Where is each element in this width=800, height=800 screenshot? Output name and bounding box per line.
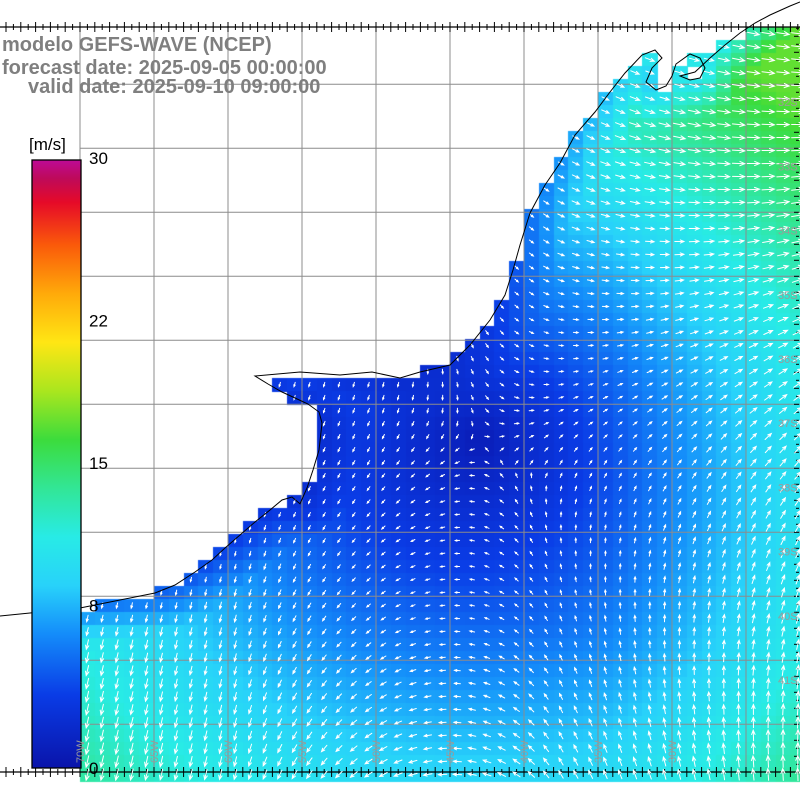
svg-text:65W: 65W bbox=[149, 740, 161, 763]
svg-text:modelo GEFS-WAVE (NCEP): modelo GEFS-WAVE (NCEP) bbox=[2, 34, 272, 56]
svg-text:30: 30 bbox=[89, 149, 108, 168]
svg-text:[m/s]: [m/s] bbox=[29, 135, 66, 154]
svg-text:45W: 45W bbox=[445, 740, 457, 763]
svg-text:22: 22 bbox=[89, 312, 108, 331]
svg-text:valid date: 2025-09-10 09:00:0: valid date: 2025-09-10 09:00:00 bbox=[28, 76, 320, 98]
svg-text:55W: 55W bbox=[297, 740, 309, 763]
svg-text:15: 15 bbox=[89, 454, 108, 473]
svg-text:39S: 39S bbox=[778, 547, 798, 559]
svg-text:0: 0 bbox=[89, 759, 98, 778]
svg-text:37S: 37S bbox=[778, 418, 798, 430]
svg-text:33S: 33S bbox=[778, 161, 798, 173]
svg-text:36S: 36S bbox=[778, 354, 798, 366]
svg-text:60W: 60W bbox=[223, 740, 235, 763]
svg-text:34S: 34S bbox=[778, 226, 798, 238]
svg-text:35W: 35W bbox=[593, 740, 605, 763]
svg-text:40S: 40S bbox=[778, 611, 798, 623]
svg-text:70W: 70W bbox=[75, 740, 87, 763]
svg-text:40W: 40W bbox=[519, 740, 531, 763]
svg-text:32S: 32S bbox=[778, 97, 798, 109]
svg-text:41S: 41S bbox=[778, 675, 798, 687]
svg-text:35S: 35S bbox=[778, 290, 798, 302]
svg-text:38S: 38S bbox=[778, 482, 798, 494]
svg-text:8: 8 bbox=[89, 596, 98, 615]
svg-text:50W: 50W bbox=[371, 740, 383, 763]
svg-text:30W: 30W bbox=[667, 740, 679, 763]
